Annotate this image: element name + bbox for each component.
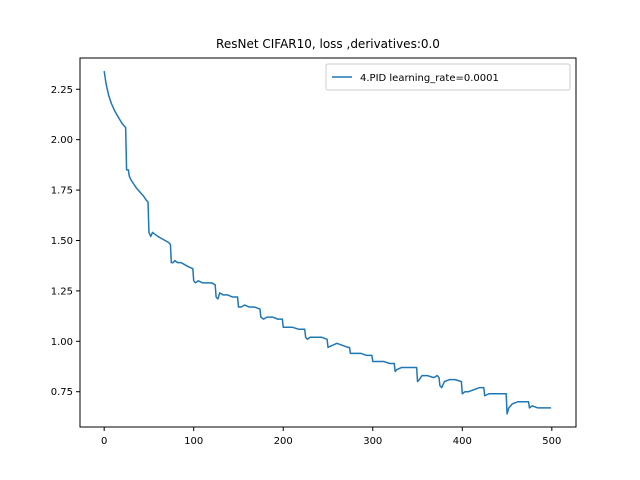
x-tick-label: 400 xyxy=(453,436,472,447)
x-tick-label: 300 xyxy=(363,436,382,447)
y-tick-label: 1.25 xyxy=(51,286,73,297)
legend: 4.PID learning_rate=0.0001 xyxy=(325,63,571,91)
plot-frame xyxy=(79,57,577,428)
plot-area xyxy=(80,58,576,427)
y-tick-label: 1.50 xyxy=(51,236,73,247)
chart-title: ResNet CIFAR10, loss ,derivatives:0.0 xyxy=(216,37,440,51)
y-tick-label: 2.25 xyxy=(51,85,73,96)
y-tick-label: 1.75 xyxy=(51,186,73,197)
x-tick-label: 500 xyxy=(542,436,561,447)
y-tick-label: 2.00 xyxy=(51,135,73,146)
x-tick-label: 0 xyxy=(101,436,107,447)
y-axis: 0.75 1.00 1.25 1.50 1.75 2.00 2.25 xyxy=(51,85,80,398)
series-group xyxy=(103,71,551,415)
legend-box xyxy=(325,63,571,91)
legend-entry-label: 4.PID learning_rate=0.0001 xyxy=(360,73,499,84)
y-tick-label: 1.00 xyxy=(51,337,73,348)
series-line-0 xyxy=(103,71,551,415)
x-axis: 0 100 200 300 400 500 xyxy=(101,427,561,447)
x-tick-label: 100 xyxy=(184,436,203,447)
x-tick-label: 200 xyxy=(274,436,293,447)
y-tick-label: 0.75 xyxy=(51,387,73,398)
